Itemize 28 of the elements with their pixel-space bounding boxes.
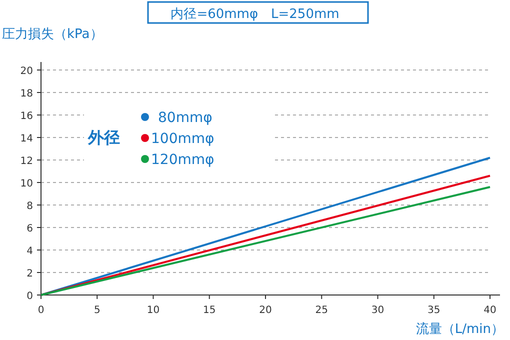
chart-title: 内径=60mmφ L=250mm [170,7,340,22]
y-tick-label: 14 [20,134,33,144]
x-tick-label: 30 [371,305,384,316]
y-tick-label: 2 [26,268,33,280]
y-tick-label: 0 [26,291,33,302]
legend-label: 100mmφ [151,131,214,147]
x-tick-label: 0 [38,305,44,316]
legend-title: 外径 [87,128,120,147]
y-tick-label: 18 [20,88,33,100]
x-tick-label: 10 [146,305,160,316]
x-tick-label: 25 [315,305,328,316]
y-axis-title: 圧力損失（kPa） [2,27,103,42]
x-tick-label: 5 [94,305,100,316]
y-tick-label: 20 [20,66,33,77]
x-tick-label: 20 [259,305,272,316]
title: 内径=60mmφ L=250mm [147,1,369,24]
y-tick-label: 12 [20,156,33,167]
x-tick-label: 35 [428,305,440,316]
x-tick-label: 40 [484,305,496,316]
y-tick-label: 10 [20,178,33,190]
y-tick-label: 16 [20,111,33,122]
x-tick-label: 15 [203,305,216,316]
legend-label: 120mmφ [151,152,214,168]
x-axis-title: 流量（L/min） [416,321,504,337]
legend-label: 80mmφ [158,110,212,126]
y-tick-label: 8 [26,201,33,212]
y-tick-label: 4 [26,246,33,257]
y-tick-label: 6 [26,224,33,234]
